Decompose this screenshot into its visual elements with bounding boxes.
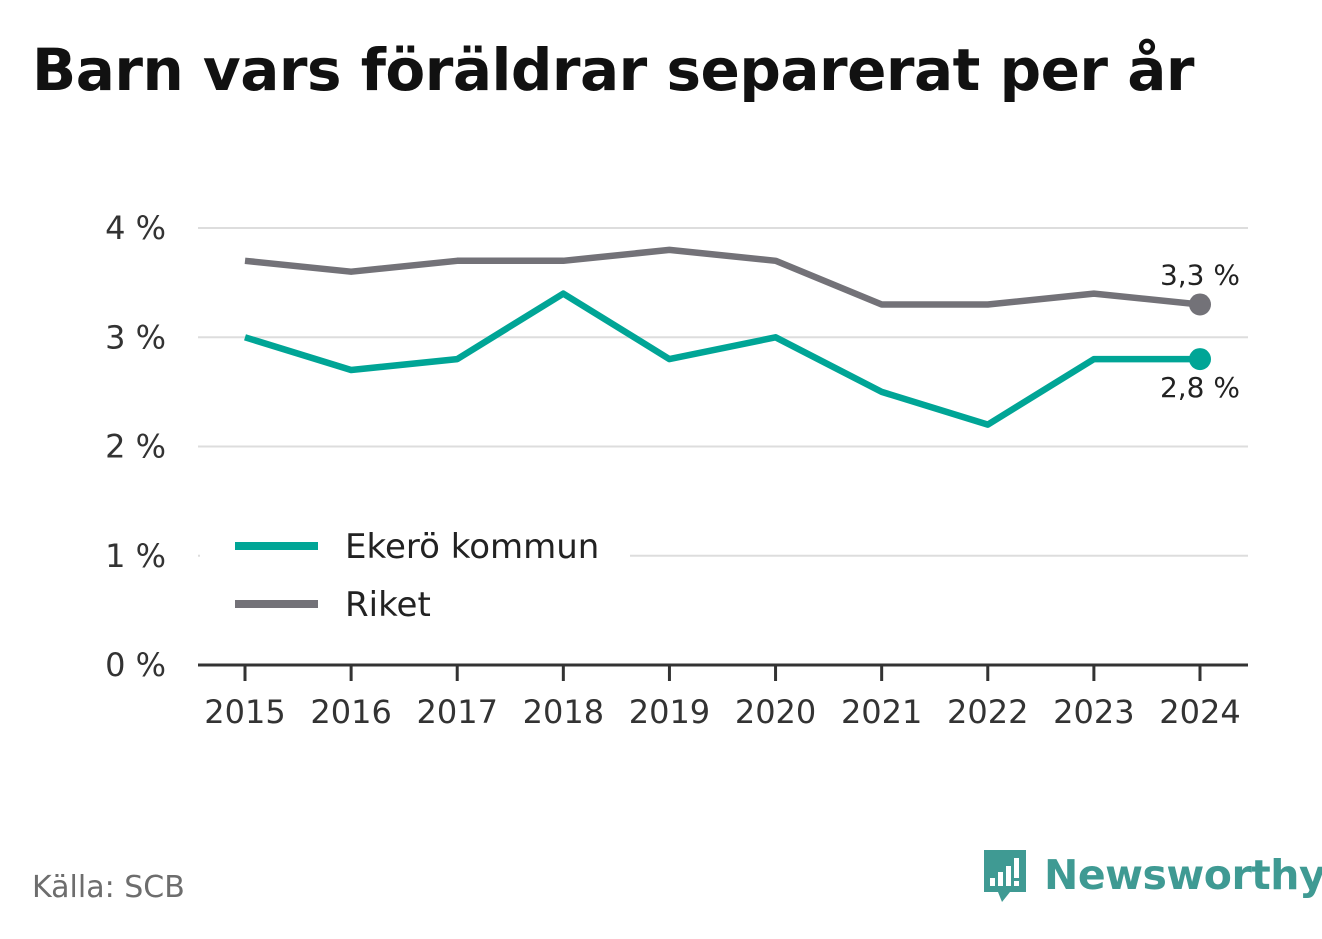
brand-name: Newsworthy [1044, 851, 1322, 899]
gridlines [198, 227, 1248, 557]
end-value-label: 2,8 % [1160, 371, 1240, 404]
x-tick-label: 2015 [204, 693, 285, 731]
series-line [244, 246, 1201, 308]
x-tick-label: 2021 [841, 693, 922, 731]
legend-label: Ekerö kommun [345, 527, 599, 567]
x-tick-label: 2020 [735, 693, 816, 731]
axes: 0 % 1 % 2 % 3 % 4 % 2015 2016 2017 2018 2019 2020 2… [105, 209, 1248, 731]
x-tick-label: 2024 [1159, 693, 1240, 731]
x-tick-label: 2023 [1053, 693, 1134, 731]
legend-background [200, 518, 630, 638]
chart-title: Barn vars föräldrar separerat per år [32, 36, 1194, 104]
x-tick-label: 2016 [310, 693, 391, 731]
series-end-point [1189, 293, 1211, 316]
x-tick-label: 2022 [947, 693, 1028, 731]
bar-chart-speech-bubble-icon [984, 850, 1026, 902]
series-end-point [1189, 348, 1211, 371]
series-lines [244, 246, 1211, 428]
y-tick-label: 2 % [105, 428, 166, 466]
y-tick-label: 1 % [105, 537, 166, 575]
x-tick-label: 2018 [523, 693, 604, 731]
series-line [244, 290, 1200, 428]
source-note: Källa: SCB [32, 870, 185, 905]
end-value-label: 3,3 % [1160, 258, 1240, 291]
brand-logo: Newsworthy [980, 846, 1322, 904]
x-tick-label: 2017 [417, 693, 498, 731]
y-tick-label: 0 % [105, 646, 166, 684]
legend-label: Riket [345, 585, 431, 625]
y-tick-label: 4 % [105, 209, 166, 247]
x-tick-label: 2019 [629, 693, 710, 731]
end-labels: 3,3 % 2,8 % [1160, 258, 1240, 404]
legend: Ekerö kommun Riket [200, 518, 630, 638]
y-tick-label: 3 % [105, 318, 166, 356]
